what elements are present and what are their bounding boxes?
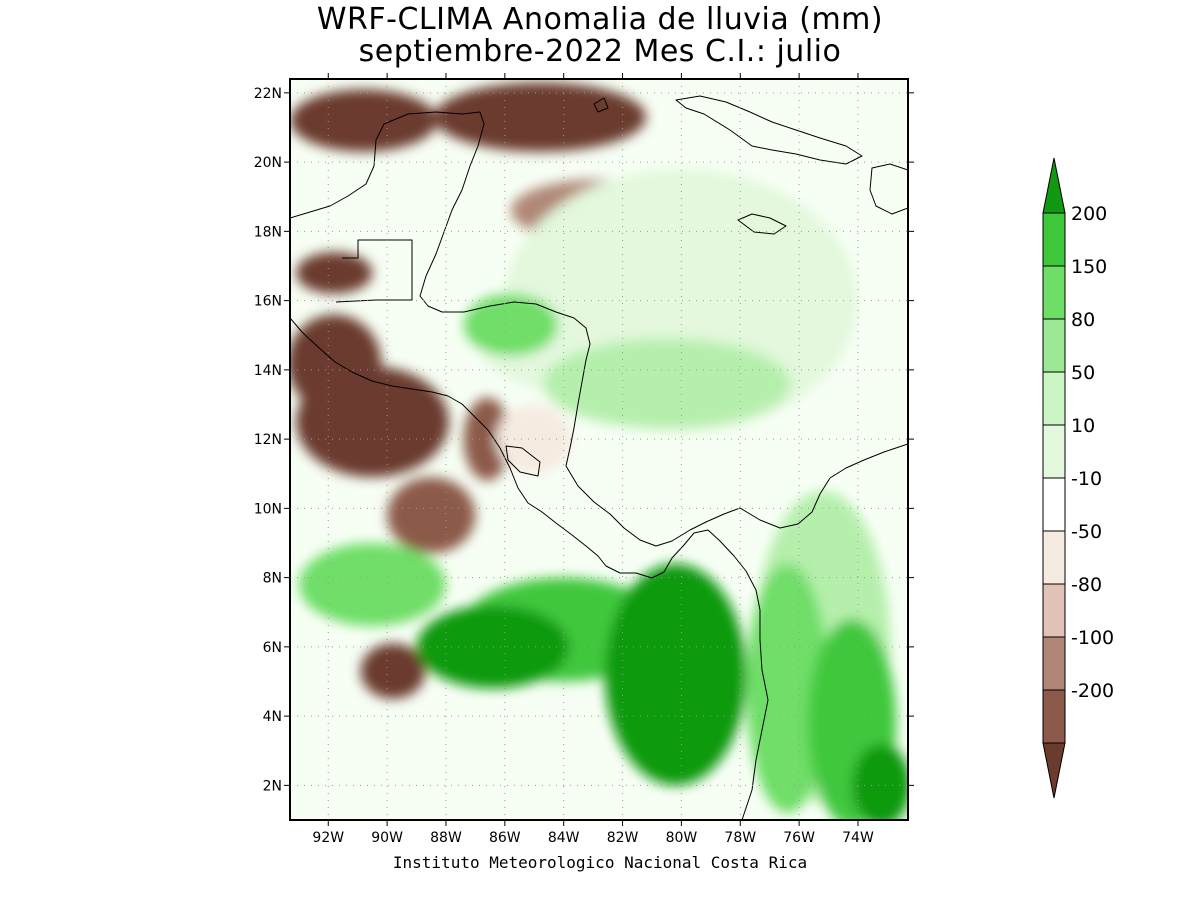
hispaniola-coastline xyxy=(869,163,908,215)
anomaly-field xyxy=(290,82,908,820)
lat-tick-label: 18N xyxy=(254,224,282,240)
lat-tick-label: 12N xyxy=(254,432,282,448)
cuba-coastline xyxy=(675,95,863,165)
anomaly-region xyxy=(463,397,511,481)
lon-tick-label: 90W xyxy=(371,830,403,846)
lat-tick-label: 14N xyxy=(254,363,282,379)
colorbar-top-arrow xyxy=(1042,157,1066,214)
colorbar-label: -10 xyxy=(1071,468,1102,490)
lon-tick-label: 82W xyxy=(607,830,639,846)
colorbar-swatch xyxy=(1042,636,1066,691)
lon-tick-label: 76W xyxy=(783,830,815,846)
colorbar-swatch xyxy=(1042,371,1066,426)
lon-tick-label: 86W xyxy=(489,830,521,846)
lat-tick-label: 4N xyxy=(263,709,282,725)
lon-tick-label: 88W xyxy=(430,830,462,846)
anomaly-region xyxy=(496,404,573,474)
map-subtitle: septiembre-2022 Mes C.I.: julio xyxy=(358,34,842,69)
colorbar-swatch xyxy=(1042,477,1066,532)
lat-tick-label: 10N xyxy=(254,501,282,517)
jamaica-coastline xyxy=(737,213,787,235)
anomaly-region xyxy=(746,563,829,814)
caribbean-coastline xyxy=(290,111,908,547)
colorbar-swatch xyxy=(1042,689,1066,744)
lat-tick-label: 20N xyxy=(254,155,282,171)
lon-tick-label: 78W xyxy=(724,830,756,846)
mexico-pacific-coastline xyxy=(290,317,769,820)
lake-nicaragua xyxy=(505,445,541,477)
anomaly-region xyxy=(604,563,747,786)
colorbar-swatch xyxy=(1042,530,1066,585)
colorbar-swatch xyxy=(1042,265,1066,320)
colorbar-swatch xyxy=(1042,318,1066,373)
coastlines xyxy=(290,95,908,820)
axis-tick-labels: 22N 20N 18N 16N 14N 12N 10N 8N 6N 4N 2N 92W 90W 88W 86… xyxy=(254,86,874,846)
lon-tick-label: 80W xyxy=(666,830,698,846)
colorbar-label: -100 xyxy=(1071,627,1114,649)
lon-tick-label: 92W xyxy=(312,830,344,846)
colorbar-label: 50 xyxy=(1071,362,1095,384)
colorbar-label: -50 xyxy=(1071,521,1102,543)
plot-frame xyxy=(289,78,909,821)
anomaly-region xyxy=(298,542,446,627)
map-title: WRF-CLIMA Anomalia de lluvia (mm) xyxy=(316,2,884,37)
lon-tick-label: 74W xyxy=(842,830,874,846)
anomaly-region xyxy=(360,643,426,699)
lat-tick-label: 8N xyxy=(263,571,282,587)
anomaly-region xyxy=(543,338,791,429)
anomaly-region xyxy=(434,82,647,152)
anomaly-region xyxy=(852,743,908,820)
anomaly-region xyxy=(387,477,476,554)
colorbar: 200 150 80 50 10 -10 -50 -80 -100 -200 xyxy=(1042,157,1114,799)
colorbar-label: -200 xyxy=(1071,680,1114,702)
colorbar-label: -80 xyxy=(1071,574,1102,596)
colorbar-label: 150 xyxy=(1071,256,1107,278)
colorbar-bottom-arrow xyxy=(1042,742,1066,799)
credit-text: Instituto Meteorologico Nacional Costa R… xyxy=(392,853,808,872)
lat-tick-label: 6N xyxy=(263,640,282,656)
anomaly-region xyxy=(290,314,382,412)
colorbar-label: 80 xyxy=(1071,309,1095,331)
colorbar-label: 10 xyxy=(1071,415,1095,437)
cozumel-island xyxy=(593,97,609,113)
grid-lines xyxy=(290,79,908,820)
plot-area: 22N 20N 18N 16N 14N 12N 10N 8N 6N 4N 2N 92W 90W 88W 86… xyxy=(254,73,914,846)
anomaly-region xyxy=(463,293,558,357)
anomaly-region xyxy=(295,252,373,294)
colorbar-label: 200 xyxy=(1071,203,1107,225)
anomaly-region xyxy=(290,89,438,152)
lon-tick-label: 84W xyxy=(548,830,580,846)
colorbar-swatch xyxy=(1042,212,1066,267)
lat-tick-label: 16N xyxy=(254,294,282,310)
guatemala-border xyxy=(335,239,413,303)
colorbar-swatch xyxy=(1042,424,1066,479)
lat-tick-label: 22N xyxy=(254,86,282,102)
lat-tick-label: 2N xyxy=(263,778,282,794)
colorbar-swatch xyxy=(1042,583,1066,638)
